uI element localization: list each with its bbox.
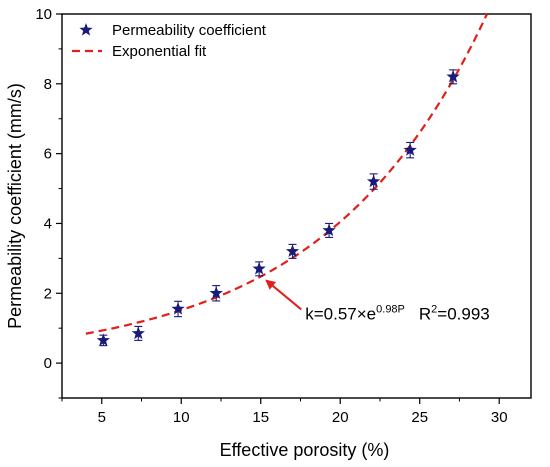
star-marker xyxy=(446,69,460,83)
points-layer xyxy=(96,69,460,347)
r2-base: R xyxy=(419,304,431,323)
x-tick-label: 30 xyxy=(491,409,508,426)
x-tick-label: 25 xyxy=(411,409,428,426)
equation-exponent: 0.98P xyxy=(376,303,405,315)
star-marker xyxy=(171,301,185,315)
data-point xyxy=(171,300,185,318)
y-tick-label: 4 xyxy=(44,215,52,232)
data-point xyxy=(446,69,460,85)
r2-value: =0.993 xyxy=(437,304,489,323)
data-point xyxy=(96,333,110,347)
y-tick-label: 8 xyxy=(44,76,52,93)
equation-base: k=0.57×e xyxy=(305,304,376,323)
x-tick-label: 10 xyxy=(173,409,190,426)
data-point xyxy=(209,285,223,302)
annotation-layer: k=0.57×e0.98P R2=0.993 xyxy=(265,279,490,323)
y-tick-label: 2 xyxy=(44,285,52,302)
star-marker xyxy=(322,223,336,237)
y-tick-label: 0 xyxy=(44,355,52,372)
fit-equation: k=0.57×e0.98P R2=0.993 xyxy=(305,303,490,323)
data-point xyxy=(403,141,417,159)
x-tick-label: 15 xyxy=(252,409,269,426)
x-tick-label: 5 xyxy=(98,409,106,426)
data-point xyxy=(322,222,336,238)
y-tick-label: 6 xyxy=(44,146,52,163)
fit-layer xyxy=(85,13,488,335)
star-marker xyxy=(96,333,110,347)
legend: Permeability coefficient Exponential fit xyxy=(72,22,267,60)
plot-frame xyxy=(61,13,532,399)
axes-layer: 5 10 15 20 25 30 0 2 4 6 8 10 Effective porosity (%)… xyxy=(5,6,532,460)
star-marker xyxy=(209,286,223,299)
star-marker xyxy=(403,143,417,156)
y-axis-title: Permeability coefficient (mm/s) xyxy=(5,83,25,329)
fit-curve xyxy=(85,13,488,335)
y-tick-label: 10 xyxy=(35,6,52,23)
data-point xyxy=(252,261,266,277)
x-tick-label: 20 xyxy=(332,409,349,426)
legend-label-fit: Exponential fit xyxy=(112,43,207,60)
star-marker xyxy=(285,244,300,258)
data-point xyxy=(131,325,145,341)
legend-label-points: Permeability coefficient xyxy=(112,22,267,39)
legend-star-marker xyxy=(79,23,93,36)
star-marker xyxy=(366,174,381,188)
annotation-arrow xyxy=(265,279,302,311)
star-marker xyxy=(131,326,145,340)
star-marker xyxy=(252,261,266,275)
data-point xyxy=(366,173,381,190)
r2-exponent: 2 xyxy=(431,303,437,315)
x-axis-title: Effective porosity (%) xyxy=(220,440,390,460)
data-point xyxy=(285,243,300,259)
